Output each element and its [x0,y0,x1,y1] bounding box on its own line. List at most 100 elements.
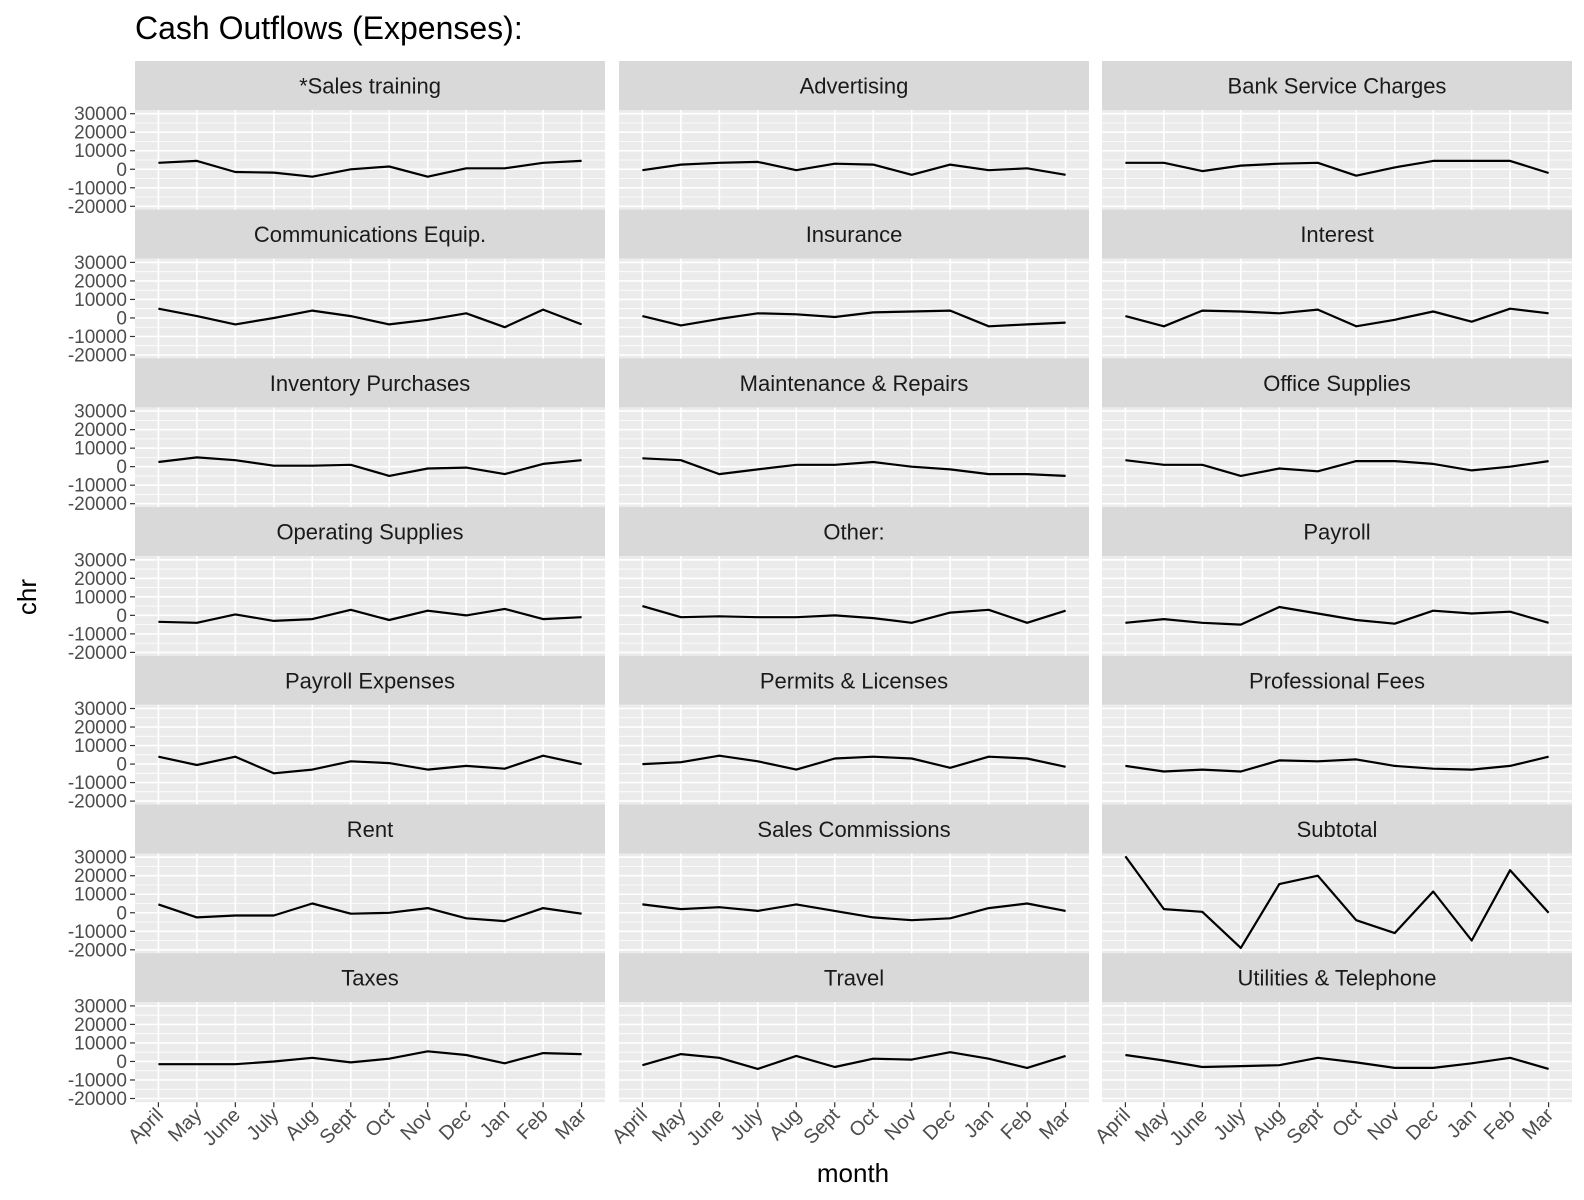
x-tick-label: Mar [1518,1104,1558,1144]
facet-strip [619,358,1089,408]
facet-panel: Taxes3000020000100000-10000-20000AprilMa… [68,953,605,1150]
facet-strip [619,209,1089,259]
y-tick-label: 20000 [74,718,127,739]
facet-strip-label: Subtotal [1297,817,1378,842]
facet-strip [135,209,605,259]
series-line [1125,159,1549,177]
facet-panel: Bank Service Charges [1102,61,1572,210]
facet-strip-label: Utilities & Telephone [1238,966,1437,991]
y-tick-label: -10000 [68,1070,127,1091]
facet-panel: Permits & Licenses [619,655,1089,805]
series-line [158,159,582,178]
facet-panel: Utilities & Telephone AprilMayJuneJulyAug… [1091,953,1572,1150]
facet-strip [1102,655,1572,705]
facet-strip-label: Office Supplies [1263,371,1411,396]
series-line [158,456,582,477]
x-tick-label: Mar [551,1104,591,1144]
facet-strip [135,61,605,110]
facet-strip-label: Professional Fees [1249,668,1425,693]
series-line [1125,1053,1549,1070]
facet-strip-label: Payroll [1303,520,1370,545]
x-tick-label: May [1131,1104,1173,1146]
x-tick-label: Feb [513,1104,553,1144]
x-tick-label: Feb [997,1104,1037,1144]
y-tick-label: 30000 [74,253,127,274]
series-line [1125,755,1549,773]
facet-panel: Payroll [1102,507,1572,657]
x-tick-label: Aug [765,1104,806,1145]
series-line [158,902,582,923]
y-tick-label: 10000 [74,736,127,757]
y-tick-label: -20000 [68,494,127,515]
facet-strip-label: Inventory Purchases [270,371,471,396]
facet-panel: Communications Equip. 3000020000100000-10… [68,209,605,366]
facet-strip [135,655,605,705]
facet-strip [619,507,1089,557]
y-tick-label: -10000 [68,476,127,497]
facet-strip [619,953,1089,1003]
x-tick-label: Jan [960,1104,998,1142]
x-tick-label: June [1166,1104,1212,1150]
facet-panel: Advertising [619,61,1089,210]
y-tick-label: -20000 [68,792,127,813]
y-tick-label: 20000 [74,123,127,144]
facet-strip [1102,507,1572,557]
facet-strip-label: Travel [824,966,884,991]
x-tick-label: Dec [435,1104,476,1145]
facet-panel: Inventory Purchases 3000020000100000-1000… [68,358,605,515]
x-tick-label: Jan [476,1104,514,1142]
y-tick-label: 0 [116,160,127,181]
y-tick-label: -20000 [68,1089,127,1110]
facet-strip [619,61,1089,110]
y-tick-label: 0 [116,457,127,478]
facet-strip-label: Sales Commissions [757,817,950,842]
facet-strip [1102,804,1572,854]
series-line [642,754,1066,771]
x-tick-label: Dec [1402,1104,1443,1145]
x-tick-label: Dec [919,1104,960,1145]
facet-strip-label: Insurance [806,222,903,247]
facet-panel: Office Supplies [1102,358,1572,508]
x-tick-label: Nov [397,1104,438,1145]
y-tick-label: -20000 [68,940,127,961]
y-tick-label: -10000 [68,773,127,794]
y-tick-label: 30000 [74,550,127,571]
series-line [158,607,582,624]
facet-strip [135,953,605,1003]
y-tick-label: 20000 [74,271,127,292]
facet-panel: *Sales training 3000020000100000-10000-20… [68,61,605,218]
facet-strip-label: Maintenance & Repairs [740,371,969,396]
series-line [642,309,1066,328]
series-line [642,1051,1066,1071]
series-line [642,160,1066,176]
y-tick-label: 0 [116,755,127,776]
y-tick-label: 0 [116,606,127,627]
facet-panels: *Sales training3000020000100000-10000-20… [68,61,1572,1150]
facet-strip [1102,61,1572,110]
x-tick-label: May [164,1104,206,1146]
series-line [158,307,582,329]
y-tick-label: 0 [116,903,127,924]
facet-strip-label: Permits & Licenses [760,668,948,693]
y-tick-label: 30000 [74,848,127,869]
y-tick-label: 0 [116,308,127,329]
facet-strip-label: Payroll Expenses [285,668,455,693]
y-tick-label: 10000 [74,141,127,162]
y-tick-label: 30000 [74,996,127,1017]
y-tick-label: -10000 [68,327,127,348]
x-tick-label: Sept [1283,1104,1328,1149]
facet-strip [1102,953,1572,1003]
x-tick-label: Oct [845,1104,883,1142]
facet-strip [135,358,605,408]
facet-strip [1102,209,1572,259]
x-tick-label: June [683,1104,729,1150]
x-tick-label: Aug [1248,1104,1289,1145]
series-line [1125,459,1549,477]
series-line [642,605,1066,624]
y-tick-label: 10000 [74,587,127,608]
y-axis-title: chr [12,579,42,615]
facet-strip-label: Operating Supplies [276,520,463,545]
x-tick-label: July [1210,1104,1251,1145]
x-tick-label: May [648,1104,690,1146]
facet-panel: Subtotal [1102,804,1572,954]
